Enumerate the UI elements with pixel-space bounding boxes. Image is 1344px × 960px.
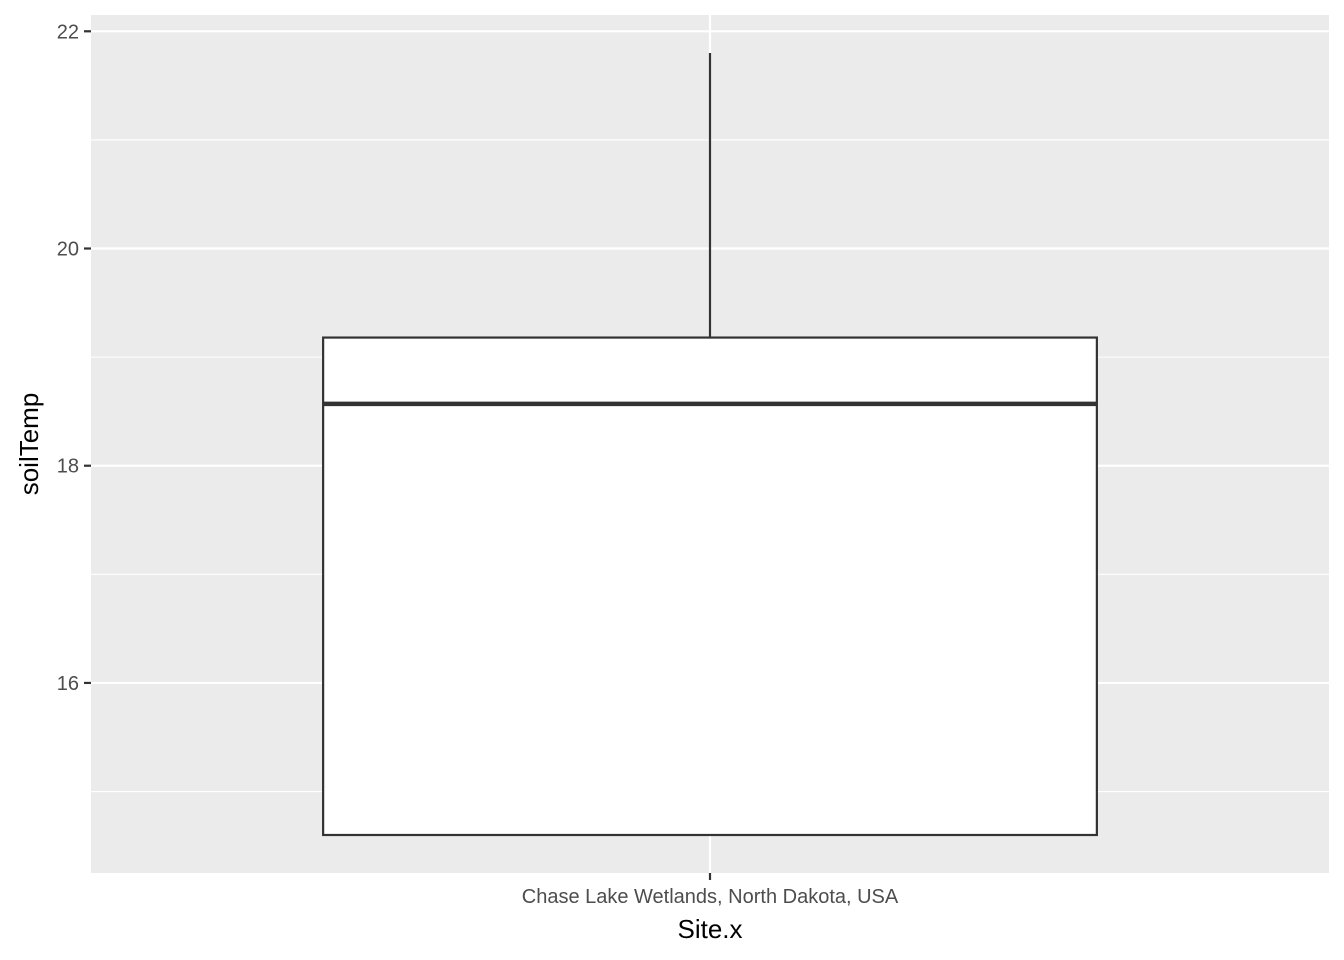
x-axis: Chase Lake Wetlands, North Dakota, USA [522, 873, 899, 908]
y-tick-label: 22 [57, 21, 79, 43]
x-tick-label: Chase Lake Wetlands, North Dakota, USA [522, 886, 899, 908]
x-axis-title: Site.x [677, 914, 742, 944]
y-tick-label: 16 [57, 673, 79, 695]
box-layer [322, 53, 1098, 837]
y-tick-label: 20 [57, 239, 79, 261]
y-axis: 16 18 20 22 [57, 21, 91, 695]
y-axis-title: soilTemp [14, 393, 44, 496]
box-iqr [322, 336, 1098, 837]
y-tick-label: 18 [57, 456, 79, 478]
